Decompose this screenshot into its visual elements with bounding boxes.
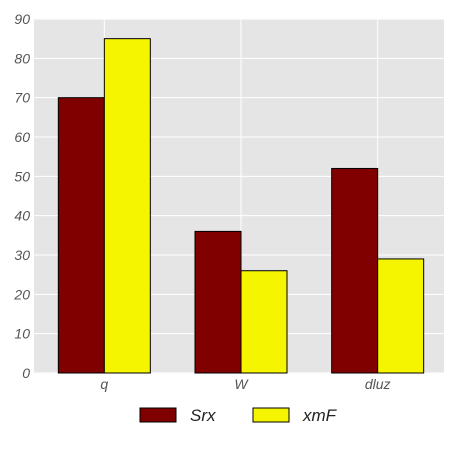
y-tick-label: 90 xyxy=(14,11,30,27)
legend-label-Srx: Srx xyxy=(190,406,216,425)
bar-xmF-W xyxy=(240,270,288,374)
bars xyxy=(57,38,425,374)
y-tick-label: 20 xyxy=(13,286,30,302)
bar-Srx-W xyxy=(194,230,242,374)
x-tick-label: dluz xyxy=(365,376,391,392)
x-tick-label: q xyxy=(100,376,108,392)
y-axis-ticks: 0 10 20 30 40 50 60 70 80 90 xyxy=(13,11,30,381)
y-tick-label: 70 xyxy=(14,90,30,106)
legend: Srx xmF xyxy=(139,406,338,425)
y-tick-label: 0 xyxy=(22,365,30,381)
bar-xmF-dluz xyxy=(377,258,425,374)
legend-swatch-xmF xyxy=(252,407,290,423)
y-tick-label: 80 xyxy=(14,50,30,66)
x-tick-label: W xyxy=(234,376,249,392)
y-tick-label: 40 xyxy=(14,208,30,224)
bar-xmF-q xyxy=(103,38,151,374)
y-tick-label: 60 xyxy=(14,129,30,145)
y-tick-label: 30 xyxy=(14,247,30,263)
y-tick-label: 50 xyxy=(14,168,30,184)
legend-swatch-Srx xyxy=(139,407,177,423)
bar-Srx-dluz xyxy=(331,167,379,374)
legend-label-xmF: xmF xyxy=(302,406,338,425)
bar-Srx-q xyxy=(57,97,105,374)
y-tick-label: 10 xyxy=(14,326,30,342)
